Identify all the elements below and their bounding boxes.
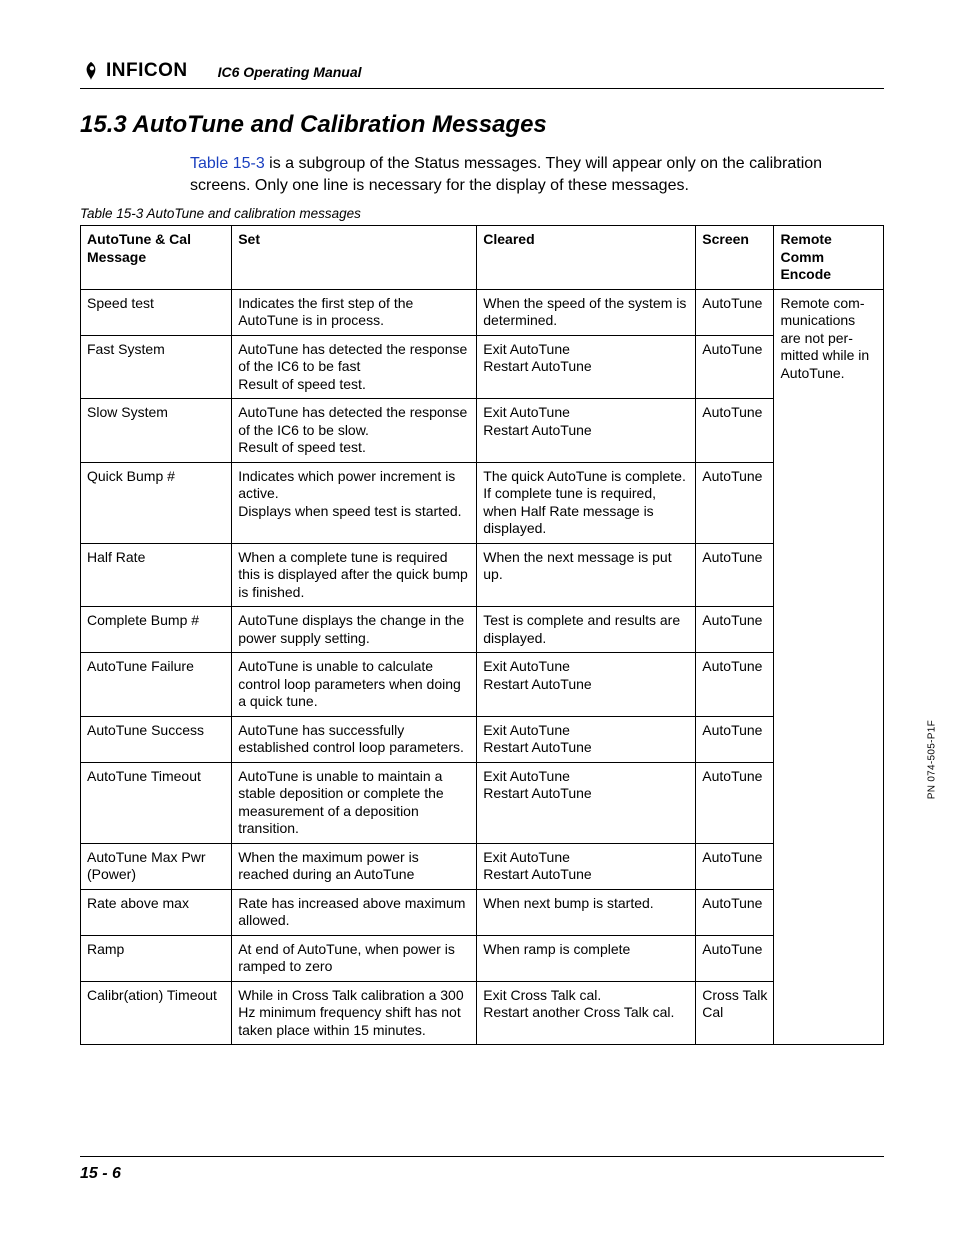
cell-cleared: Exit AutoTuneRestart AutoTune [477, 762, 696, 843]
cell-set: At end of AutoTune, when power is ramped… [232, 935, 477, 981]
section-intro-text: is a subgroup of the Status messages. Th… [190, 155, 822, 194]
table-row: RampAt end of AutoTune, when power is ra… [81, 935, 884, 981]
cell-set: AutoTune displays the change in the powe… [232, 607, 477, 653]
cell-set: When a complete tune is required this is… [232, 543, 477, 607]
table-row: Rate above maxRate has increased above m… [81, 889, 884, 935]
table-row: Calibr(ation) TimeoutWhile in Cross Talk… [81, 981, 884, 1045]
cell-screen: AutoTune [696, 289, 774, 335]
section-intro: Table 15-3 is a subgroup of the Status m… [190, 153, 884, 196]
col-header-screen: Screen [696, 226, 774, 290]
cell-cleared: Exit AutoTuneRestart AutoTune [477, 335, 696, 399]
cell-screen: AutoTune [696, 335, 774, 399]
cell-set: AutoTune has successfully established co… [232, 716, 477, 762]
cell-message: Quick Bump # [81, 462, 232, 543]
cell-message: AutoTune Failure [81, 653, 232, 717]
col-header-set: Set [232, 226, 477, 290]
cell-set: AutoTune is unable to maintain a stable … [232, 762, 477, 843]
table-caption: Table 15-3 AutoTune and calibration mess… [80, 206, 884, 221]
cell-message: AutoTune Timeout [81, 762, 232, 843]
cell-set: AutoTune is unable to calculate control … [232, 653, 477, 717]
cell-message: AutoTune Success [81, 716, 232, 762]
brand-icon [80, 60, 102, 82]
cell-message: Ramp [81, 935, 232, 981]
table-row: Complete Bump #AutoTune displays the cha… [81, 607, 884, 653]
cell-cleared: When ramp is complete [477, 935, 696, 981]
cell-screen: AutoTune [696, 843, 774, 889]
cell-remote: Remote com­munications are not per­mitte… [774, 289, 884, 1045]
cell-screen: AutoTune [696, 716, 774, 762]
cell-message: Rate above max [81, 889, 232, 935]
cell-cleared: Exit AutoTuneRestart AutoTune [477, 843, 696, 889]
page-number: 15 - 6 [80, 1165, 121, 1182]
cell-message: AutoTune Max Pwr (Power) [81, 843, 232, 889]
table-row: Fast SystemAutoTune has detected the res… [81, 335, 884, 399]
cell-cleared: Exit AutoTuneRestart AutoTune [477, 399, 696, 463]
cell-screen: AutoTune [696, 762, 774, 843]
col-header-message: AutoTune & Cal Message [81, 226, 232, 290]
table-row: AutoTune TimeoutAutoTune is unable to ma… [81, 762, 884, 843]
cell-screen: AutoTune [696, 889, 774, 935]
cell-message: Slow System [81, 399, 232, 463]
cell-set: Indicates the first step of the AutoTune… [232, 289, 477, 335]
cell-message: Speed test [81, 289, 232, 335]
cell-set: When the maximum power is reached during… [232, 843, 477, 889]
table-row: Speed testIndicates the first step of th… [81, 289, 884, 335]
manual-title: IC6 Operating Manual [218, 64, 362, 82]
section-title: 15.3 AutoTune and Calibration Messages [80, 111, 884, 139]
cell-screen: Cross Talk Cal [696, 981, 774, 1045]
cell-screen: AutoTune [696, 935, 774, 981]
brand-logo: INFICON [80, 60, 188, 82]
cell-cleared: When the speed of the system is determin… [477, 289, 696, 335]
cell-screen: AutoTune [696, 543, 774, 607]
brand-text: INFICON [106, 60, 188, 82]
cell-cleared: When next bump is started. [477, 889, 696, 935]
cell-set: AutoTune has detected the response of th… [232, 399, 477, 463]
cell-cleared: Test is complete and results are display… [477, 607, 696, 653]
col-header-remote: Remote Comm Encode [774, 226, 884, 290]
cell-set: AutoTune has detected the response of th… [232, 335, 477, 399]
cell-cleared: Exit AutoTuneRestart AutoTune [477, 716, 696, 762]
table-row: AutoTune SuccessAutoTune has successfull… [81, 716, 884, 762]
cell-screen: AutoTune [696, 399, 774, 463]
cell-screen: AutoTune [696, 653, 774, 717]
cell-message: Complete Bump # [81, 607, 232, 653]
cell-cleared: When the next message is put up. [477, 543, 696, 607]
cell-cleared: Exit Cross Talk cal.Restart another Cros… [477, 981, 696, 1045]
cell-cleared: The quick AutoTune is complete. If compl… [477, 462, 696, 543]
cell-set: While in Cross Talk calibration a 300 Hz… [232, 981, 477, 1045]
table-ref-link[interactable]: Table 15-3 [190, 155, 265, 172]
page-header: INFICON IC6 Operating Manual [80, 60, 884, 89]
cell-set: Rate has increased above maximum allowed… [232, 889, 477, 935]
cell-message: Calibr(ation) Timeout [81, 981, 232, 1045]
table-row: AutoTune FailureAutoTune is unable to ca… [81, 653, 884, 717]
cell-screen: AutoTune [696, 607, 774, 653]
cell-message: Fast System [81, 335, 232, 399]
messages-table: AutoTune & Cal Message Set Cleared Scree… [80, 225, 884, 1045]
page-footer: 15 - 6 [80, 1156, 884, 1183]
cell-screen: AutoTune [696, 462, 774, 543]
table-header-row: AutoTune & Cal Message Set Cleared Scree… [81, 226, 884, 290]
col-header-cleared: Cleared [477, 226, 696, 290]
cell-set: Indicates which power increment is activ… [232, 462, 477, 543]
table-row: Slow SystemAutoTune has detected the res… [81, 399, 884, 463]
part-number: PN 074-505-P1F [926, 720, 937, 799]
table-row: Half RateWhen a complete tune is require… [81, 543, 884, 607]
table-row: Quick Bump #Indicates which power increm… [81, 462, 884, 543]
table-row: AutoTune Max Pwr (Power)When the maximum… [81, 843, 884, 889]
cell-message: Half Rate [81, 543, 232, 607]
cell-cleared: Exit AutoTuneRestart AutoTune [477, 653, 696, 717]
